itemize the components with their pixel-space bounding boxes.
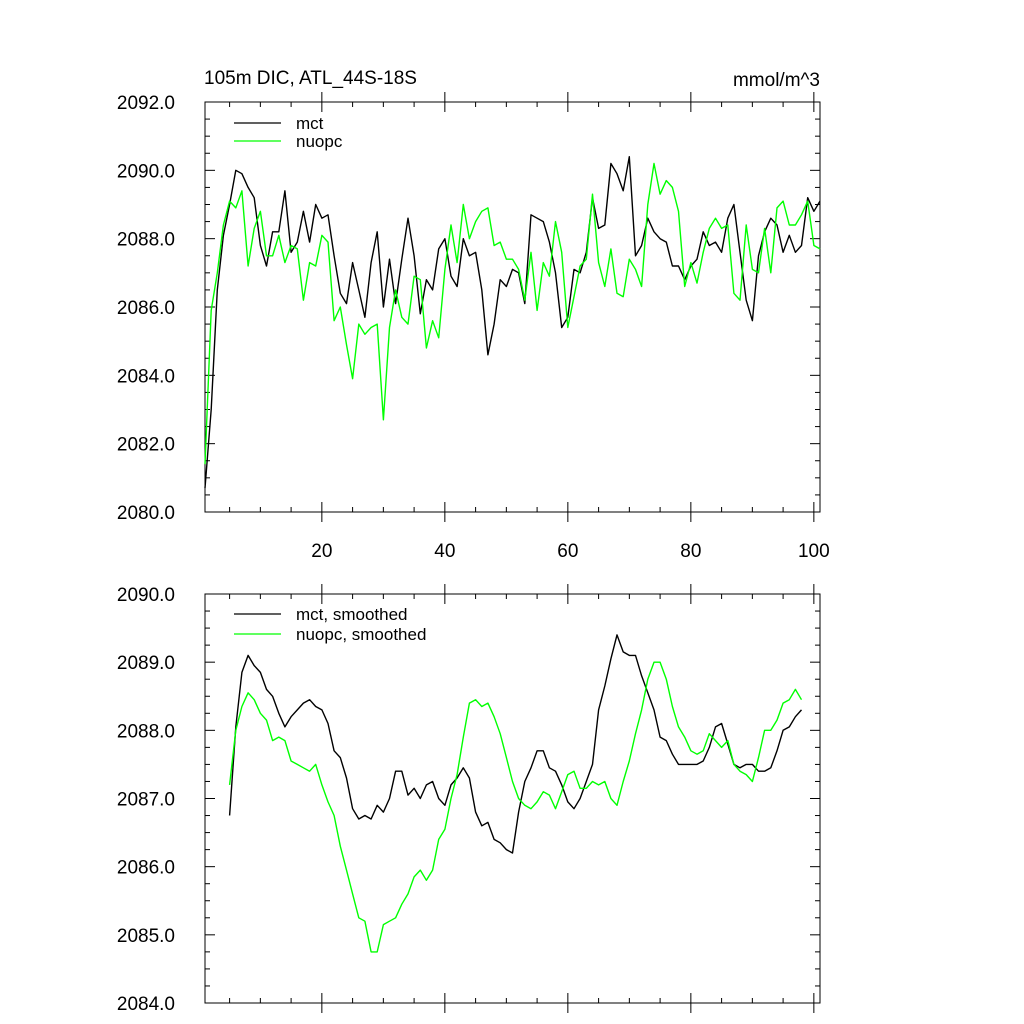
x-ticks [229,584,815,1013]
y-tick-label: 2090.0 [117,585,175,606]
y-tick-label: 2088.0 [117,230,175,251]
legend-label-nuopc: nuopc [296,132,343,151]
y-tick-label: 2085.0 [117,926,175,947]
x-tick-label: 60 [557,541,578,562]
y-tick-label: 2089.0 [117,653,175,674]
plot-frame [204,101,821,513]
x-tick-label: 80 [680,541,701,562]
y-tick-label: 2090.0 [117,161,175,182]
y-tick-label: 2086.0 [117,298,175,319]
chart-title: 105m DIC, ATL_44S-18S [204,68,417,89]
plot-frame [204,593,821,1004]
series-line-mct-smoothed [228,634,803,854]
y-tick-label: 2084.0 [117,366,175,387]
legend: mct nuopc [234,114,343,151]
top-chart-panel: 105m DIC, ATL_44S-18S mmol/m^3 2080.0208… [117,68,830,562]
y-tick-label: 2082.0 [117,435,175,456]
series-line-nuopc [204,162,821,465]
x-tick-label: 20 [311,541,332,562]
legend-label-mct-smoothed: mct, smoothed [296,605,408,624]
bottom-chart-panel: 2084.0 2085.0 2086.0 2087.0 2088.0 2089.0 2090… [117,584,821,1015]
legend-label-nuopc-smoothed: nuopc, smoothed [296,625,426,644]
y-tick-label: 2086.0 [117,858,175,879]
legend-label-mct: mct [296,114,324,133]
series-line-nuopc-smoothed [228,661,803,953]
units-label: mmol/m^3 [733,70,820,91]
x-tick-label: 100 [798,541,830,562]
legend: mct, smoothed nuopc, smoothed [234,605,426,644]
y-tick-label: 2080.0 [117,503,175,524]
y-ticks: 2080.0 2082.0 2084.0 2086.0 2088.0 2090.0 2092… [117,93,820,524]
series-lines [204,155,821,489]
x-tick-label: 40 [434,541,455,562]
y-tick-label: 2092.0 [117,93,175,114]
y-tick-label: 2084.0 [117,994,175,1015]
series-lines [228,634,803,953]
y-ticks: 2084.0 2085.0 2086.0 2087.0 2088.0 2089.0 2090… [117,585,820,1015]
x-ticks: 20 40 60 80 100 [229,92,830,562]
y-tick-label: 2088.0 [117,721,175,742]
series-line-mct [204,155,821,489]
y-tick-label: 2087.0 [117,790,175,811]
